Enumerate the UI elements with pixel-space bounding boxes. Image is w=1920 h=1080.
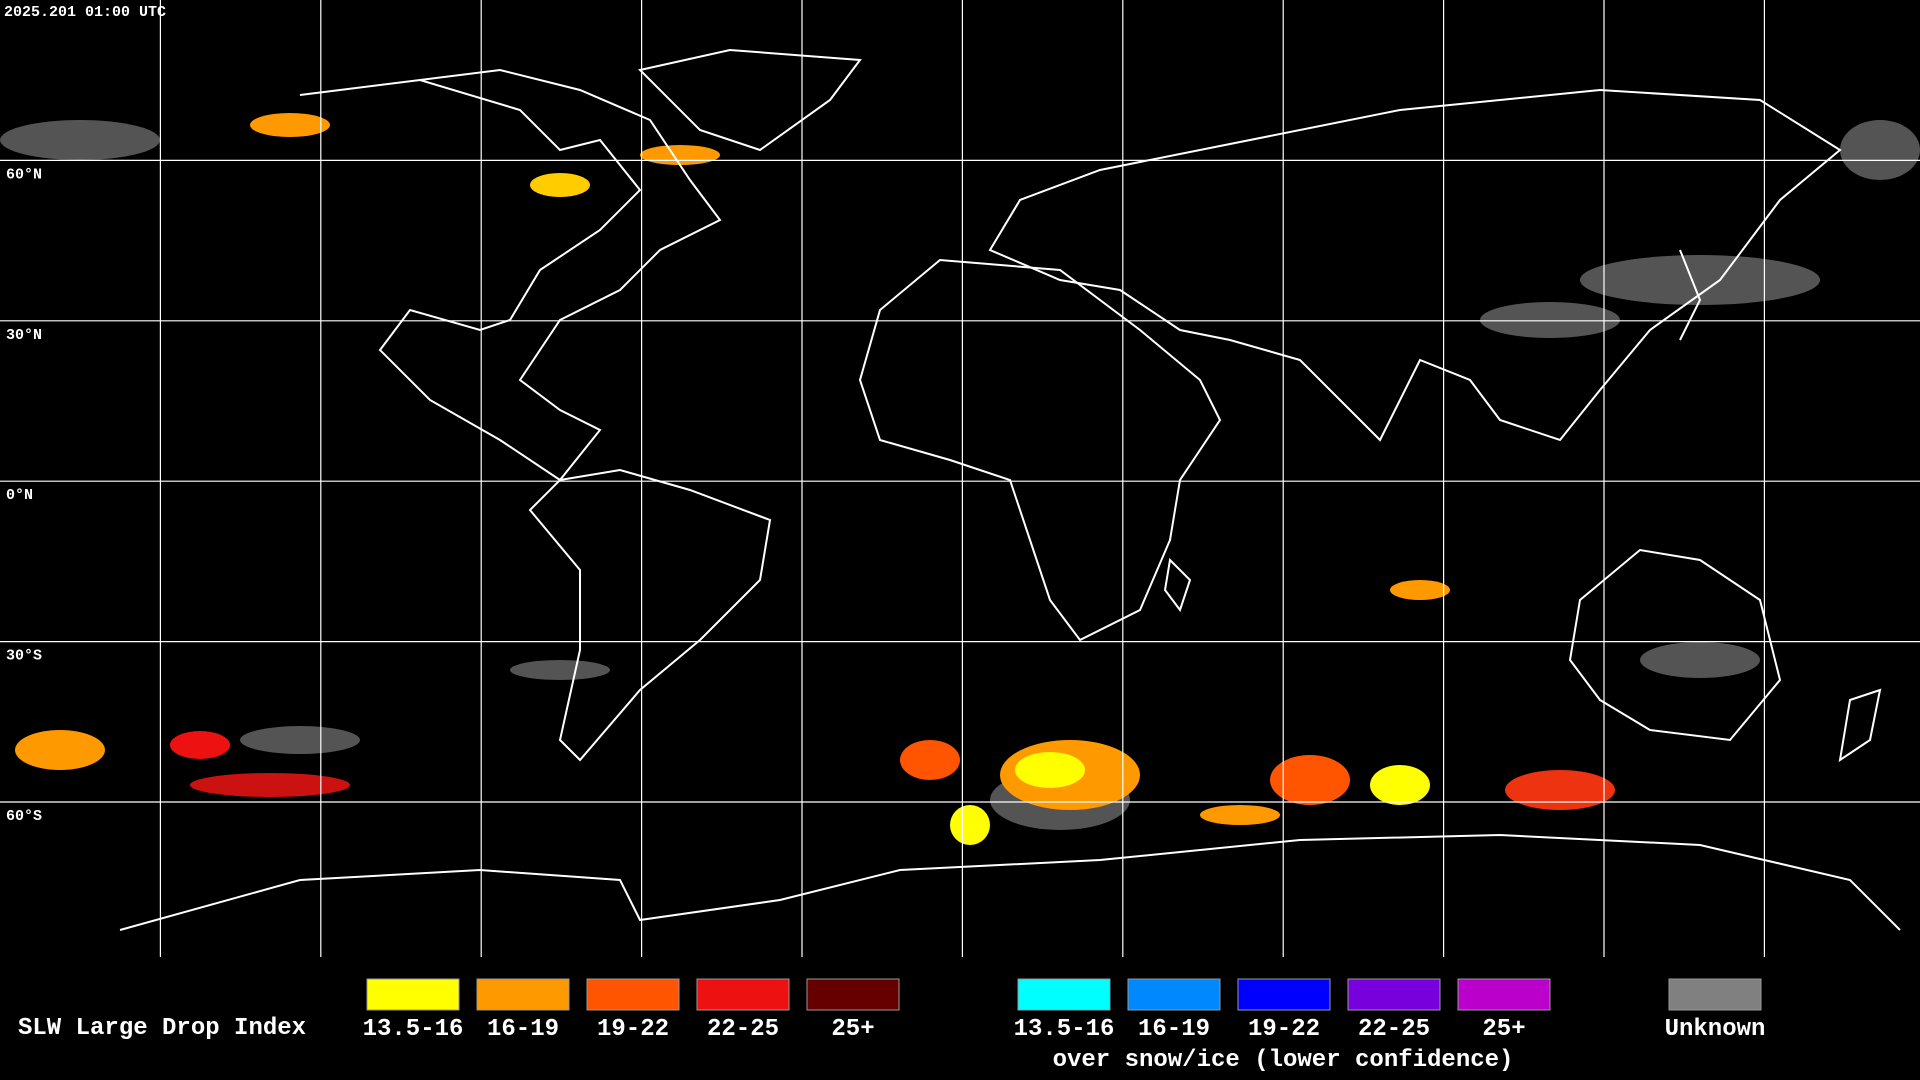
legend-label: 19-22 (597, 1016, 669, 1043)
graticule: 60°N 30°N 0°N 30°S 60°S (0, 0, 1920, 957)
legend-label: 22-25 (1358, 1016, 1430, 1043)
legend-label: Unknown (1665, 1016, 1766, 1043)
legend: SLW Large Drop Index 13.5-16 16-19 19-22 22… (18, 978, 1766, 1074)
legend-label: 25+ (1482, 1016, 1525, 1043)
legend-label: 13.5-16 (363, 1016, 464, 1043)
legend-swatch (1127, 978, 1221, 1011)
legend-label: 22-25 (707, 1016, 779, 1043)
legend-swatch (1347, 978, 1441, 1011)
legend-swatch (1017, 978, 1111, 1011)
unknown-clouds (0, 120, 1920, 830)
legend-label: 13.5-16 (1014, 1016, 1115, 1043)
legend-title: SLW Large Drop Index (18, 1015, 306, 1042)
legend-label: 16-19 (487, 1016, 559, 1043)
legend-label: 19-22 (1248, 1016, 1320, 1043)
legend-swatch (366, 978, 460, 1011)
legend-label: 25+ (831, 1016, 874, 1043)
lat-label: 30°S (6, 648, 42, 665)
map: 60°N 30°N 0°N 30°S 60°S (0, 0, 1920, 957)
lat-label: 60°N (6, 166, 42, 183)
slw-patches (15, 113, 1615, 845)
lat-label: 30°N (6, 327, 42, 344)
legend-label: 16-19 (1138, 1016, 1210, 1043)
legend-swatch (586, 978, 680, 1011)
timestamp: 2025.201 01:00 UTC (4, 4, 166, 21)
legend-swatch (696, 978, 790, 1011)
lat-label: 0°N (6, 487, 33, 504)
legend-swatch (1457, 978, 1551, 1011)
legend-caption: over snow/ice (lower confidence) (1053, 1047, 1514, 1074)
legend-swatch (476, 978, 570, 1011)
lat-label: 60°S (6, 808, 42, 825)
legend-swatch (806, 978, 900, 1011)
coastlines (119, 48, 1901, 931)
legend-swatch (1237, 978, 1331, 1011)
legend-swatch (1668, 978, 1762, 1011)
